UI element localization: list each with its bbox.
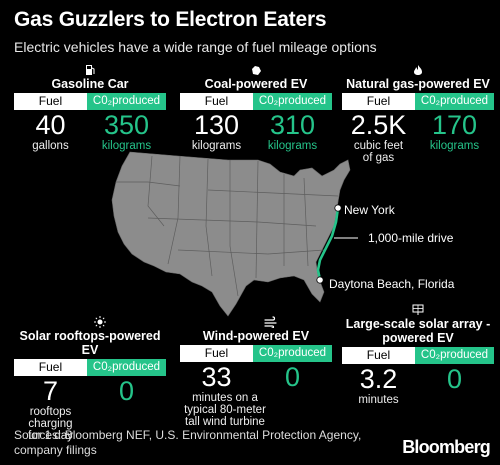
fuel-unit: rooftops charging for 1 day (28, 406, 73, 442)
panel-wind-ev: Wind-powered EV Fuel C0₂produced 33 minu… (180, 316, 332, 428)
fuel-column: 33 minutes on a typical 80-meter tall wi… (180, 362, 266, 428)
co2-label: C0₂produced (86, 359, 166, 376)
us-map (108, 146, 364, 321)
co2-value: 0 (446, 364, 462, 394)
map-start-city: New York (344, 203, 395, 217)
fuel-value: 2.5K (350, 110, 407, 140)
daytona-marker (316, 276, 324, 284)
co2-label: C0₂produced (86, 93, 166, 110)
panel-title: Gasoline Car (51, 77, 129, 91)
fuel-label: Fuel (14, 93, 87, 110)
co2-column: 0 (253, 362, 332, 428)
fuel-label: Fuel (342, 347, 415, 364)
page-subtitle: Electric vehicles have a wide range of f… (14, 39, 377, 55)
state-borders (116, 155, 339, 297)
fuel-column: 130 kilograms (180, 110, 253, 152)
panel-values: 40 gallons 350 kilograms (14, 110, 166, 152)
map-end-city: Daytona Beach, Florida (329, 277, 455, 291)
fuel-value: 7 (42, 376, 58, 406)
panel-title: Large-scale solar array -powered EV (345, 317, 491, 345)
bloomberg-logo: Bloomberg (402, 437, 491, 457)
fuel-label: Fuel (342, 93, 415, 110)
co2-label: C0₂produced (414, 93, 494, 110)
sun-icon (94, 316, 106, 328)
co2-unit: kilograms (101, 140, 152, 152)
wind-icon (264, 316, 277, 328)
co2-column: 170 kilograms (415, 110, 494, 164)
panel-large-scale-solar-ev: Large-scale solar array -powered EV Fuel… (342, 304, 494, 406)
page-title: Gas Guzzlers to Electron Eaters (14, 8, 327, 31)
co2-value: 310 (269, 110, 315, 140)
panel-tabs: Fuel C0₂produced (14, 359, 166, 376)
map-route-label: 1,000-mile drive (368, 231, 454, 245)
fuel-value: 3.2 (359, 364, 398, 394)
co2-unit: kilograms (429, 140, 480, 152)
panel-title: Wind-powered EV (202, 329, 310, 343)
fuel-unit: kilograms (191, 140, 242, 152)
panel-natural-gas-ev: Natural gas-powered EV Fuel C0₂produced … (342, 64, 494, 164)
solar-panel-icon (412, 304, 424, 315)
flame-icon (414, 65, 422, 75)
route-line (316, 206, 340, 282)
fuel-label: Fuel (180, 345, 253, 362)
fuel-column: 40 gallons (14, 110, 87, 152)
panel-title: Natural gas-powered EV (346, 77, 490, 91)
sources-note: Sources: Bloomberg NEF, U.S. Environment… (14, 428, 362, 457)
panel-solar-rooftops-ev: Solar rooftops-powered EV Fuel C0₂produc… (14, 316, 166, 442)
co2-unit: kilograms (267, 140, 318, 152)
co2-column: 0 (87, 376, 166, 442)
fuel-value: 40 (35, 110, 66, 140)
panel-tabs: Fuel C0₂produced (180, 345, 332, 362)
fuel-label: Fuel (14, 359, 87, 376)
panel-coal-ev: Coal-powered EV Fuel C0₂produced 130 kil… (180, 64, 332, 152)
gas-pump-icon (86, 65, 95, 75)
co2-value: 170 (431, 110, 477, 140)
co2-label: C0₂produced (252, 345, 332, 362)
co2-value: 0 (284, 362, 300, 392)
panel-tabs: Fuel C0₂produced (342, 93, 494, 110)
fuel-column: 7 rooftops charging for 1 day (14, 376, 87, 442)
coal-icon (252, 66, 261, 75)
fuel-label: Fuel (180, 93, 253, 110)
co2-column: 310 kilograms (253, 110, 332, 152)
fuel-value: 33 (201, 362, 232, 392)
co2-value: 350 (103, 110, 149, 140)
co2-label: C0₂produced (414, 347, 494, 364)
fuel-value: 130 (193, 110, 239, 140)
co2-column: 0 (415, 364, 494, 406)
us-map-graphic (111, 151, 364, 317)
new-york-marker (334, 204, 342, 212)
co2-value: 0 (118, 376, 134, 406)
fuel-unit: cubic feet of gas (353, 140, 404, 164)
fuel-unit: minutes on a typical 80-meter tall wind … (184, 392, 266, 428)
panel-title: Coal-powered EV (204, 77, 308, 91)
panel-gasoline-car: Gasoline Car Fuel C0₂produced 40 gallons… (14, 64, 166, 152)
fuel-unit: minutes (358, 394, 399, 406)
co2-label: C0₂produced (252, 93, 332, 110)
fuel-column: 3.2 minutes (342, 364, 415, 406)
panel-values: 33 minutes on a typical 80-meter tall wi… (180, 362, 332, 428)
panel-tabs: Fuel C0₂produced (342, 347, 494, 364)
panel-values: 7 rooftops charging for 1 day 0 (14, 376, 166, 442)
co2-column: 350 kilograms (87, 110, 166, 152)
panel-tabs: Fuel C0₂produced (14, 93, 166, 110)
panel-title: Solar rooftops-powered EV (19, 329, 161, 357)
panel-values: 130 kilograms 310 kilograms (180, 110, 332, 152)
fuel-column: 2.5K cubic feet of gas (342, 110, 415, 164)
fuel-unit: gallons (32, 140, 69, 152)
panel-values: 2.5K cubic feet of gas 170 kilograms (342, 110, 494, 164)
panel-tabs: Fuel C0₂produced (180, 93, 332, 110)
panel-values: 3.2 minutes 0 (342, 364, 494, 406)
contiguous-us-shape (111, 151, 351, 317)
